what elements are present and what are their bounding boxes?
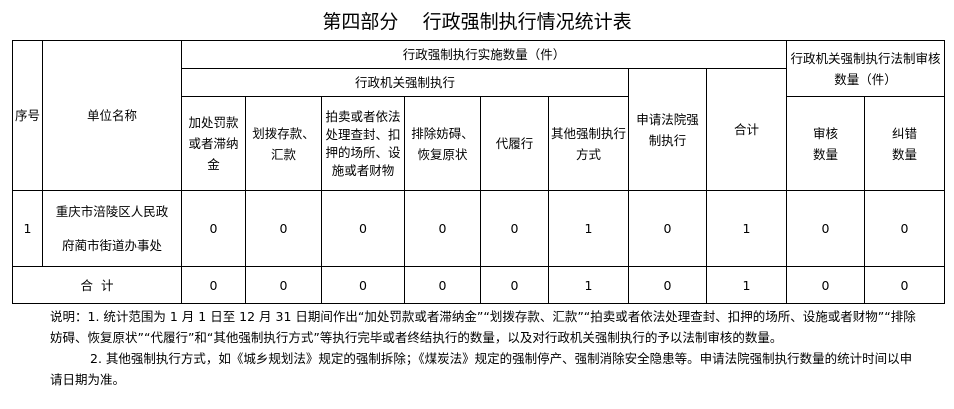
header-seq: 序号 [12, 40, 43, 191]
total-row: 合 计 0 0 0 0 0 1 0 1 0 0 [12, 266, 946, 304]
row-value: 0 [245, 190, 322, 267]
note-1: 说明：1. 统计范围为 1 月 1 日至 12 月 31 日期间作出“加处罚款或… [50, 309, 916, 345]
header-unit: 单位名称 [42, 40, 182, 191]
header-col: 排除妨碍、恢复原状 [404, 96, 481, 191]
header-col: 拍卖或者依法处理查封、扣押的场所、设施或者财物 [321, 96, 405, 191]
header-total: 合计 [705, 68, 788, 191]
header-col: 加处罚款或者滞纳金 [181, 96, 246, 191]
table-row: 1 重庆市涪陵区人民政 府蔺市街道办事处 0 0 0 0 0 1 0 1 0 0 [12, 190, 946, 267]
row-value: 1 [548, 190, 629, 267]
header-court: 申请法院强制执行 [628, 68, 707, 191]
header-review: 审核数量 [786, 96, 866, 191]
row-value: 0 [628, 190, 707, 267]
row-seq: 1 [12, 190, 43, 267]
total-value: 1 [705, 266, 788, 304]
header-review-group: 行政机关强制执行法制审核数量（件） [786, 40, 946, 97]
row-value: 1 [705, 190, 788, 267]
header-col: 划拨存款、汇款 [245, 96, 322, 191]
total-value: 0 [181, 266, 246, 304]
header-impl-group: 行政强制执行实施数量（件） [180, 40, 788, 69]
total-value: 1 [548, 266, 629, 304]
row-value: 0 [786, 190, 866, 267]
row-value: 0 [181, 190, 246, 267]
row-value: 0 [321, 190, 405, 267]
statistics-table: 序号 单位名称 行政强制执行实施数量（件） 行政机关强制执行法制审核数量（件） … [12, 40, 946, 304]
row-value: 0 [404, 190, 481, 267]
notes: 说明：1. 统计范围为 1 月 1 日至 12 月 31 日期间作出“加处罚款或… [50, 306, 920, 390]
header-agency-group: 行政机关强制执行 [181, 68, 629, 97]
total-value: 0 [786, 266, 866, 304]
total-value: 0 [404, 266, 481, 304]
total-value: 0 [245, 266, 322, 304]
row-unit: 重庆市涪陵区人民政 府蔺市街道办事处 [42, 190, 182, 267]
note-2: 2. 其他强制执行方式，如《城乡规划法》规定的强制拆除；《煤炭法》规定的强制停产… [50, 351, 913, 387]
row-value: 0 [864, 190, 946, 267]
total-value: 0 [864, 266, 946, 304]
total-value: 0 [628, 266, 707, 304]
total-value: 0 [480, 266, 549, 304]
total-value: 0 [321, 266, 405, 304]
header-col: 其他强制执行方式 [548, 96, 629, 191]
header-col: 代履行 [480, 96, 549, 191]
page-title: 第四部分 行政强制执行情况统计表 [322, 11, 632, 33]
row-value: 0 [480, 190, 549, 267]
row-unit-line2: 府蔺市街道办事处 [61, 237, 162, 253]
row-unit-line1: 重庆市涪陵区人民政 [55, 203, 169, 219]
total-label: 合 计 [12, 266, 182, 304]
header-correct: 纠错数量 [864, 96, 946, 191]
